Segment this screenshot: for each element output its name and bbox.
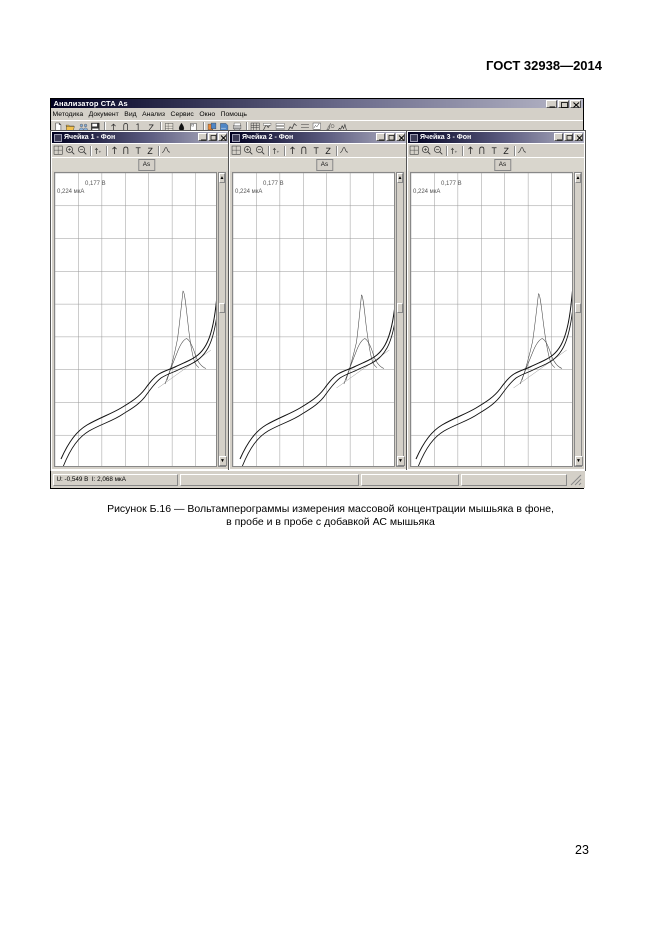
- svg-text:0,224 мкА: 0,224 мкА: [235, 189, 262, 195]
- svg-text:0,177 В: 0,177 В: [441, 181, 462, 187]
- svg-text:+: +: [276, 150, 279, 155]
- svg-text:0,177 В: 0,177 В: [85, 181, 106, 187]
- svg-text:0,177 В: 0,177 В: [263, 181, 284, 187]
- svg-text:+: +: [454, 150, 457, 155]
- svg-text:0,224 мкА: 0,224 мкА: [413, 189, 440, 195]
- svg-text:+: +: [98, 150, 101, 155]
- svg-text:0,224 мкА: 0,224 мкА: [57, 189, 84, 195]
